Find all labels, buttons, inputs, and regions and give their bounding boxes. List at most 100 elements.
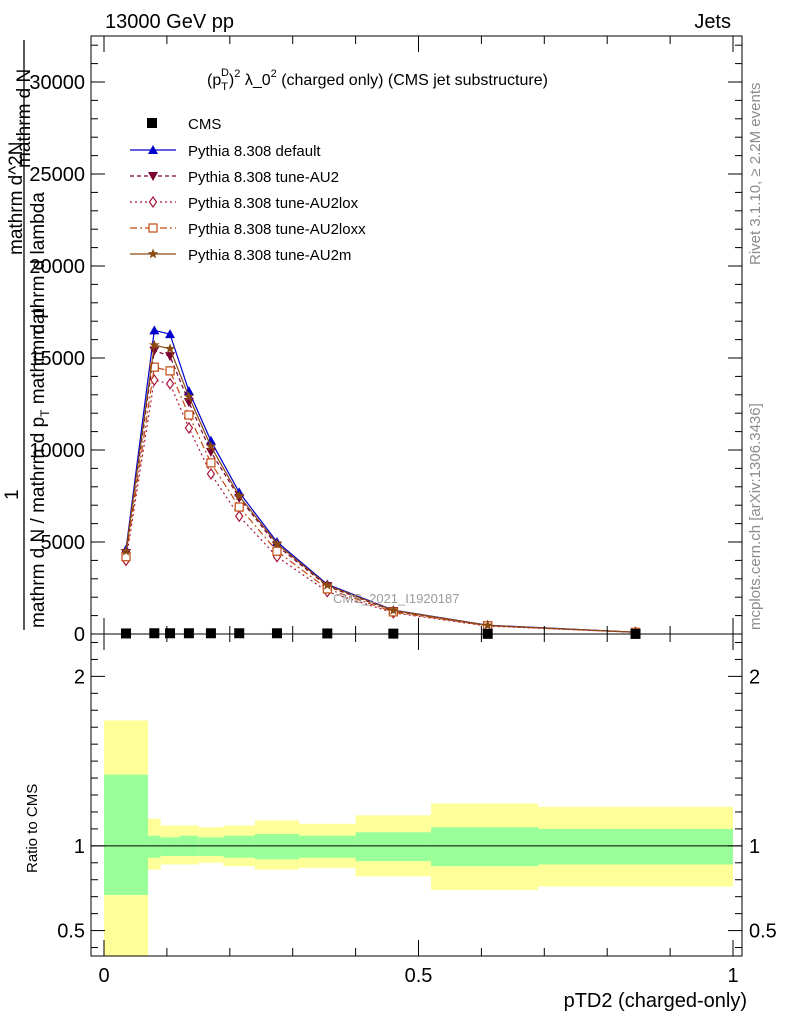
title-tail: (charged only) (CMS jet substructure) [277,72,548,89]
cms-point-4 [205,628,216,639]
main-ytick-label-0: 0 [74,624,85,646]
main-ytick-label-2: 10000 [29,440,85,462]
legend-label-0: Pythia 8.308 default [188,143,321,160]
series-4-point-4 [205,440,217,451]
legend: CMS Pythia 8.308 default Pythia 8.308 tun… [130,116,366,264]
xtick-label-0: 0 [98,965,109,987]
legend-label-2: Pythia 8.308 tune-AU2lox [188,195,359,212]
ratio-ytick-label-2: 2 [74,666,85,688]
ratio-ytick-label-1: 1 [74,836,85,858]
title-prefix: (p [207,72,221,89]
series-line-0 [125,329,636,633]
main-ytick-label-1: 5000 [41,532,86,554]
main-plot: 0 5000 10000 15000 20000 25000 30000 [29,35,743,646]
legend-marker-0 [148,145,158,154]
cms-point-6 [271,628,282,639]
ratio-ytick-label-right-2: 2 [749,666,760,688]
x-axis-label: pTD2 (charged-only) [564,990,747,1012]
xtick-label-2: 1 [727,965,738,987]
series-2-point-4 [206,467,216,480]
series-0-point-3 [183,386,194,396]
cms-point-7 [322,628,333,639]
series-line-4 [125,344,636,633]
legend-label-3: Pythia 8.308 tune-AU2loxx [188,221,366,238]
ratio-ytick-label-right-0: 0.5 [749,921,777,943]
ylabel-den-dN: mathrm d N [14,69,35,168]
main-ytick-label-4: 20000 [29,256,85,278]
ratio-plot-frame [90,633,743,957]
mcplots-label: mcplots.cern.ch [arXiv:1306.3436] [747,403,764,630]
series-3-point-6 [272,546,282,556]
ratio-green-band-5 [223,835,255,858]
series-3-point-1 [149,362,159,372]
plot-title: (pTD)2 λ_02 (charged only) (CMS jet subs… [207,67,548,93]
main-series-group [120,325,641,639]
legend-marker-4 [147,248,159,259]
title-sup: D [221,67,229,79]
rivet-label: Rivet 3.1.10, ≥ 2.2M events [747,83,764,266]
series-line-2 [125,379,636,633]
ratio-ytick-label-right-1: 1 [749,836,760,858]
series-4-point-2 [164,343,176,354]
series-3-point-5 [234,502,244,512]
cms-point-0 [121,628,132,639]
legend-marker-3 [148,223,158,233]
ratio-green-band-8 [355,832,432,862]
series-4-point-7 [322,579,333,590]
ratio-green-band-7 [298,835,356,858]
ratio-green-band-2 [160,837,180,857]
ratio-green-band-4 [198,837,224,857]
series-0-point-1 [149,325,160,335]
series-4-point-5 [234,490,245,501]
x-axis: 0 0.5 1 [98,36,739,987]
legend-cms-marker [147,118,157,128]
legend-marker-2 [148,195,158,209]
ratio-green-band-9 [431,827,539,867]
series-3-point-4 [206,458,216,468]
title-sub: T [221,81,228,93]
legend-cms-label: CMS [188,116,221,133]
series-4-point-1 [149,339,160,350]
cms-point-2 [165,628,176,639]
ratio-plot: 0.5 0.5 1 1 2 2 [57,633,777,957]
ratio-green-band-10 [538,828,733,865]
main-ytick-label-6: 30000 [29,72,85,94]
ratio-green-band-6 [254,833,299,860]
legend-marker-1 [148,172,158,181]
series-4-point-9 [482,619,493,630]
header-jets: Jets [694,11,731,33]
main-axis-ticks: 0 5000 10000 15000 20000 25000 30000 [29,44,742,646]
series-4-point-8 [388,604,399,615]
series-3-point-0 [121,552,131,562]
cms-point-3 [183,628,194,639]
series-3-point-3 [184,410,194,420]
cms-point-1 [149,628,160,639]
series-4-point-0 [120,545,132,556]
legend-label-1: Pythia 8.308 tune-AU2 [188,169,339,186]
series-2-point-3 [184,421,194,434]
series-4-point-3 [183,391,195,402]
ylabel-numerator: 1 [2,489,23,500]
main-ytick-label-3: 15000 [29,348,85,370]
ratio-green-band-1 [148,835,161,858]
series-0-point-2 [165,329,176,339]
main-ytick-label-5: 25000 [29,164,85,186]
series-2-point-5 [235,510,244,523]
series-4-point-6 [271,538,283,549]
xtick-label-1: 0.5 [405,965,433,987]
ylabel-top-extra: mathrm d^2N [6,142,27,255]
cms-point-5 [234,628,245,639]
series-2-point-2 [165,377,175,390]
main-y-axis-label: mathrm d^2N 1 mathrm d N / mathrm d pT m… [2,40,52,630]
ylabel-denominator-end: mathrm d lambda [28,192,49,340]
header-energy: 13000 GeV pp [105,11,234,33]
series-0-point-4 [205,435,216,445]
ratio-axis-ticks: 0.5 0.5 1 1 2 2 [57,641,777,949]
title-rest: ) [229,72,234,89]
svg-text:(pTD)2 λ_02 (charged only) (CM: (pTD)2 λ_02 (charged only) (CMS jet subs… [207,67,548,93]
ratio-y-label: Ratio to CMS [24,784,41,873]
ratio-ytick-label-0: 0.5 [57,921,85,943]
series-3-point-2 [165,366,175,376]
title-sup3: 2 [271,68,277,80]
